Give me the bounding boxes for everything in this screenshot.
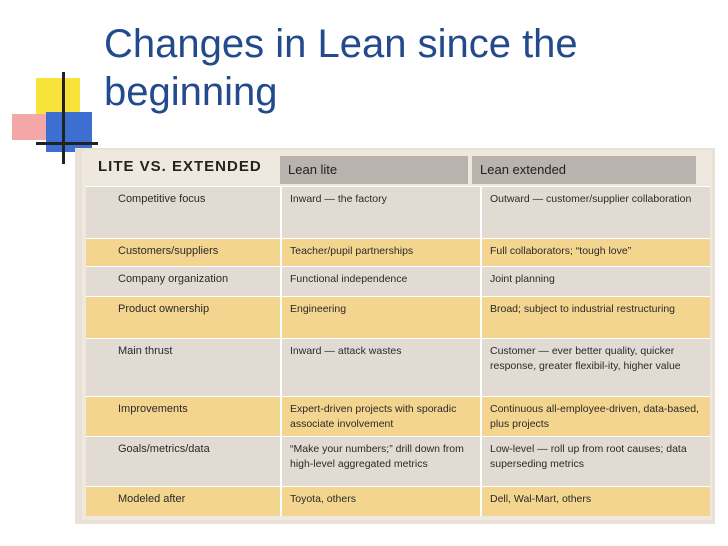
slide-title: Changes in Lean since the beginning bbox=[104, 20, 704, 116]
row-label: Main thrust bbox=[118, 345, 173, 357]
slide-title-line-1: Changes in Lean since the bbox=[104, 22, 578, 66]
table-header: LITE VS. EXTENDED Lean lite Lean extende… bbox=[86, 152, 710, 186]
slide-title-line-2: beginning bbox=[104, 70, 278, 114]
lite-cell: Toyota, others bbox=[280, 487, 480, 516]
table-row: Customers/suppliers Teacher/pupil partne… bbox=[86, 238, 710, 266]
row-label: Product ownership bbox=[118, 303, 210, 315]
lite-cell: Teacher/pupil partnerships bbox=[280, 239, 480, 266]
decor-vertical-line bbox=[62, 72, 65, 164]
table-heading: LITE VS. EXTENDED bbox=[86, 152, 280, 186]
row-label: Competitive focus bbox=[118, 193, 206, 205]
lite-cell: Inward — the factory bbox=[280, 187, 480, 238]
table-row: Improvements Expert-driven projects with… bbox=[86, 396, 710, 436]
lite-cell: “Make your numbers;” drill down from hig… bbox=[280, 437, 480, 486]
row-label: Modeled after bbox=[118, 493, 186, 505]
lite-cell: Engineering bbox=[280, 297, 480, 338]
column-header-lean-lite: Lean lite bbox=[280, 156, 468, 184]
lite-cell: Functional independence bbox=[280, 267, 480, 296]
extended-cell: Low-level — roll up from root causes; da… bbox=[480, 437, 708, 486]
row-label: Customers/suppliers bbox=[118, 245, 219, 257]
extended-cell: Dell, Wal-Mart, others bbox=[480, 487, 708, 516]
table-row: Competitive focus Inward — the factory O… bbox=[86, 186, 710, 238]
row-label: Goals/metrics/data bbox=[118, 443, 210, 455]
extended-cell: Joint planning bbox=[480, 267, 708, 296]
decor-horizontal-line bbox=[36, 142, 98, 145]
table-row: Company organization Functional independ… bbox=[86, 266, 710, 296]
column-header-lean-extended: Lean extended bbox=[472, 156, 696, 184]
decor-blue-square bbox=[46, 112, 92, 152]
extended-cell: Customer — ever better quality, quicker … bbox=[480, 339, 708, 396]
extended-cell: Outward — customer/supplier collaboratio… bbox=[480, 187, 708, 238]
extended-cell: Broad; subject to industrial restructuri… bbox=[480, 297, 708, 338]
lite-cell: Expert-driven projects with sporadic ass… bbox=[280, 397, 480, 436]
lite-cell: Inward — attack wastes bbox=[280, 339, 480, 396]
table-row: Modeled after Toyota, others Dell, Wal-M… bbox=[86, 486, 710, 516]
extended-cell: Continuous all-employee-driven, data-bas… bbox=[480, 397, 708, 436]
extended-cell: Full collaborators; “tough love” bbox=[480, 239, 708, 266]
table-body: Competitive focus Inward — the factory O… bbox=[86, 186, 710, 516]
decor-red-square bbox=[12, 114, 52, 140]
row-label: Company organization bbox=[118, 273, 229, 285]
table-row: Product ownership Engineering Broad; sub… bbox=[86, 296, 710, 338]
table-row: Main thrust Inward — attack wastes Custo… bbox=[86, 338, 710, 396]
row-label: Improvements bbox=[118, 403, 188, 415]
table-row: Goals/metrics/data “Make your numbers;” … bbox=[86, 436, 710, 486]
